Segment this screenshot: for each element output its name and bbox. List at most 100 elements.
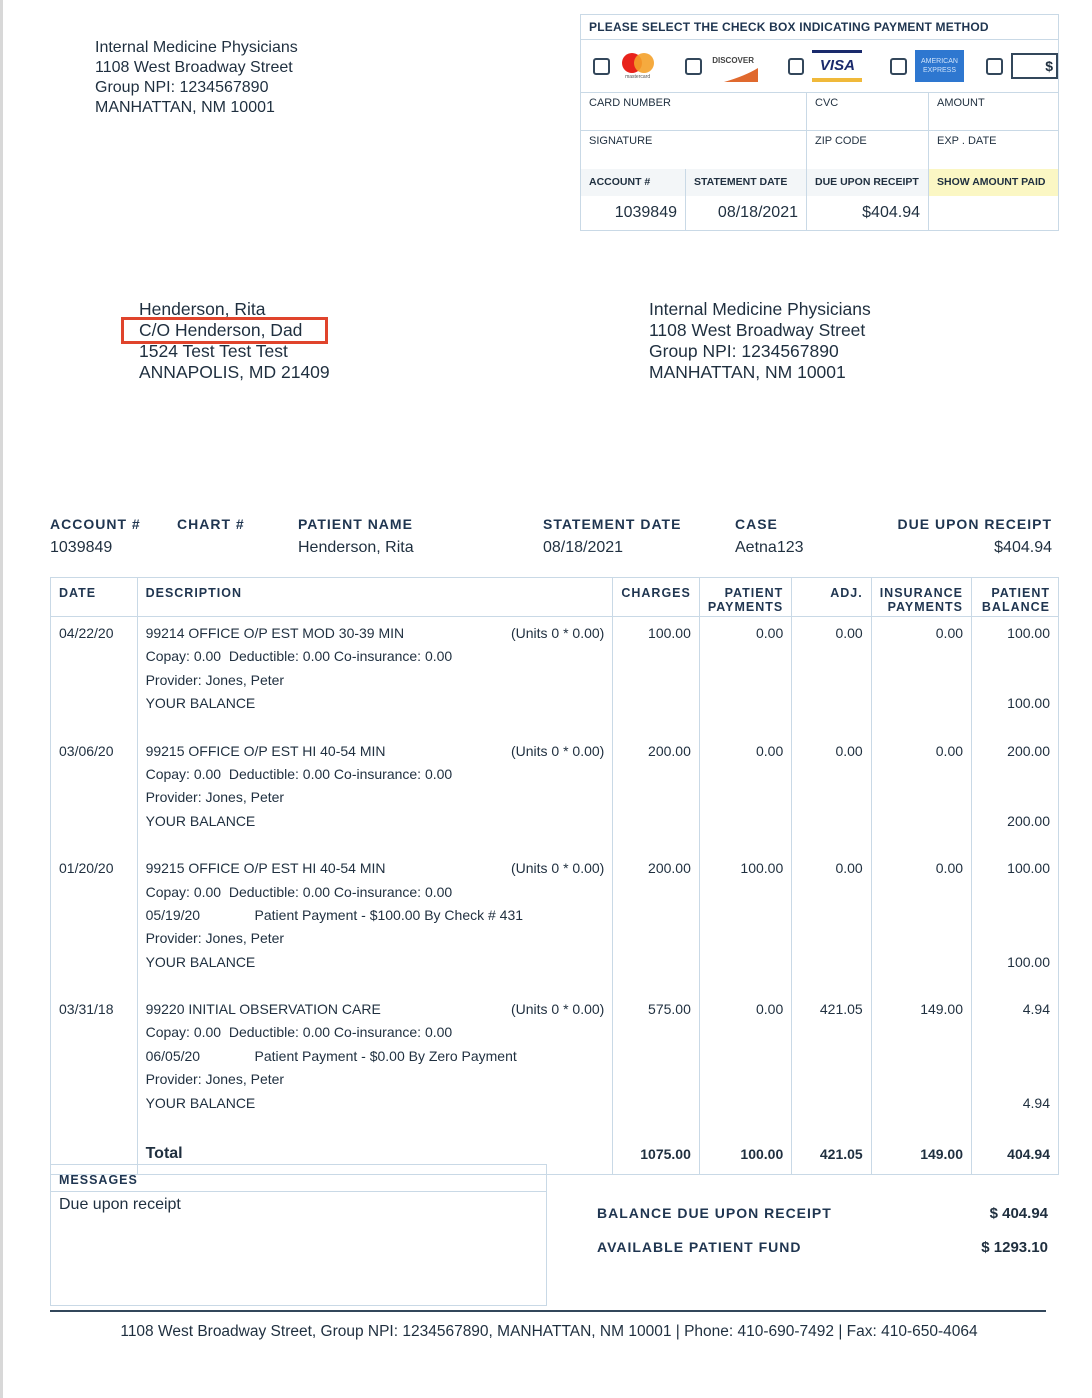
summary-patient-label: PATIENT NAME xyxy=(298,516,413,532)
total-date xyxy=(50,1134,138,1175)
patient-balance: 100.00 xyxy=(1007,860,1050,877)
description-cell: 99215 OFFICE O/P EST HI 40-54 MIN (Units … xyxy=(137,734,614,853)
account-label: ACCOUNT # xyxy=(581,169,686,196)
col-adj: ADJ. xyxy=(791,577,872,617)
account-value: 1039849 xyxy=(581,196,686,230)
adj-cell: 0.00 xyxy=(791,734,872,853)
units: (Units 0 * 0.00) xyxy=(510,742,605,759)
signature-field[interactable]: SIGNATURE xyxy=(581,131,807,169)
procedure: 99214 OFFICE O/P EST MOD 30-39 MIN xyxy=(145,625,405,641)
balance-due-value: $ 404.94 xyxy=(989,1205,1048,1222)
patient-payments-cell: 0.00 xyxy=(699,616,793,735)
insurance-payments-cell: 0.00 xyxy=(871,852,973,994)
patient-fund-value: $ 1293.10 xyxy=(981,1239,1048,1256)
total-adj: 421.05 xyxy=(791,1134,872,1175)
description-line: YOUR BALANCE xyxy=(145,1094,256,1111)
total-patient-balance: 404.94 xyxy=(971,1134,1059,1175)
summary-date-value: 08/18/2021 xyxy=(543,539,624,556)
american-express-icon: AMERICAN EXPRESS xyxy=(915,50,964,82)
your-balance: 100.00 xyxy=(1007,695,1050,712)
patient-fund-label: AVAILABLE PATIENT FUND xyxy=(597,1239,802,1255)
charges-table: DATE DESCRIPTION CHARGES PATIENT PAYMENTS… xyxy=(50,577,1059,1175)
balance-due-label: BALANCE DUE UPON RECEIPT xyxy=(597,1205,832,1221)
remit-name: Internal Medicine Physicians xyxy=(649,299,871,319)
check-icon: $ xyxy=(1010,53,1059,79)
description-line: Copay: 0.00 Deductible: 0.00 Co-insuranc… xyxy=(145,883,453,900)
insurance-payments-cell: 0.00 xyxy=(871,616,973,735)
date-cell: 03/06/20 xyxy=(50,734,138,853)
discover-checkbox[interactable] xyxy=(685,57,703,75)
check-checkbox[interactable] xyxy=(985,57,1003,75)
patient-balance: 4.94 xyxy=(1022,1001,1050,1018)
sender-street: 1108 West Broadway Street xyxy=(95,59,293,76)
exp-date-field[interactable]: EXP . DATE xyxy=(937,135,997,147)
patient-balance: 200.00 xyxy=(1007,742,1050,759)
summary-case-value: Aetna123 xyxy=(735,539,804,556)
insurance-payments-cell: 0.00 xyxy=(871,734,973,853)
statement-date-value: 08/18/2021 xyxy=(686,196,807,230)
amex-checkbox[interactable] xyxy=(890,57,908,75)
sender-address: Internal Medicine Physicians 1108 West B… xyxy=(95,38,298,118)
col-date: DATE xyxy=(50,577,138,617)
card-number-field[interactable]: CARD NUMBER xyxy=(581,93,807,131)
summary-chart-label: CHART # xyxy=(177,516,245,532)
your-balance: 4.94 xyxy=(1022,1094,1050,1111)
description-line: 06/05/20 Patient Payment - $0.00 By Zero… xyxy=(145,1047,517,1064)
amount-paid-field[interactable] xyxy=(929,196,1059,230)
description-line: Provider: Jones, Peter xyxy=(145,1071,285,1088)
description-line: Copay: 0.00 Deductible: 0.00 Co-insuranc… xyxy=(145,648,453,665)
description-cell: 99215 OFFICE O/P EST HI 40-54 MIN (Units … xyxy=(137,852,614,994)
statement-date-label: STATEMENT DATE xyxy=(686,169,807,196)
description-line: Provider: Jones, Peter xyxy=(145,930,285,947)
col-insurance-payments: INSURANCE PAYMENTS xyxy=(871,577,973,617)
patient-balance-cell: 100.00 100.00 xyxy=(971,616,1059,735)
payment-methods: mastercard DISCOVER VISA AMERICAN EXPRES… xyxy=(581,40,1059,93)
total-label: Total xyxy=(137,1134,614,1175)
remit-city: MANHATTAN, NM 10001 xyxy=(649,362,846,382)
table-row: 01/20/20 99215 OFFICE O/P EST HI 40-54 MI… xyxy=(50,852,1059,994)
your-balance: 200.00 xyxy=(1007,812,1050,829)
patient-balance-cell: 100.00 100.00 xyxy=(971,852,1059,994)
amount-field[interactable]: AMOUNT xyxy=(929,93,1059,131)
description-line: Copay: 0.00 Deductible: 0.00 Co-insuranc… xyxy=(145,1024,453,1041)
summary-due-value: $404.94 xyxy=(994,539,1052,556)
patient-balance: 100.00 xyxy=(1007,625,1050,641)
mastercard-icon: mastercard xyxy=(618,52,658,80)
table-row: 03/31/18 99220 INITIAL OBSERVATION CARE (U… xyxy=(50,993,1059,1135)
charges-cell: 200.00 xyxy=(612,852,700,994)
payment-title: PLEASE SELECT THE CHECK BOX INDICATING P… xyxy=(581,15,1058,40)
adj-cell: 0.00 xyxy=(791,852,872,994)
description-cell: 99220 INITIAL OBSERVATION CARE (Units 0 *… xyxy=(137,993,614,1135)
procedure: 99215 OFFICE O/P EST HI 40-54 MIN xyxy=(145,742,386,759)
summary-account-value: 1039849 xyxy=(50,539,113,556)
visa-checkbox[interactable] xyxy=(787,57,805,75)
patient-balance-cell: 200.00 200.00 xyxy=(971,734,1059,853)
recipient-co: C/O Henderson, Dad xyxy=(121,317,328,344)
total-patient-payments: 100.00 xyxy=(699,1134,793,1175)
description-line: YOUR BALANCE xyxy=(145,953,256,970)
cvc-field[interactable]: CVC xyxy=(807,93,929,131)
table-row: 03/06/20 99215 OFFICE O/P EST HI 40-54 MI… xyxy=(50,734,1059,853)
total-row: Total 1075.00 100.00 421.05 149.00 404.94 xyxy=(50,1134,1059,1175)
patient-payments-cell: 0.00 xyxy=(699,734,793,853)
patient-balance-cell: 4.94 4.94 xyxy=(971,993,1059,1135)
summary-date-label: STATEMENT DATE xyxy=(543,516,682,532)
procedure: 99215 OFFICE O/P EST HI 40-54 MIN xyxy=(145,860,386,877)
patient-payments-cell: 100.00 xyxy=(699,852,793,994)
total-insurance-payments: 149.00 xyxy=(871,1134,973,1175)
remit-npi: Group NPI: 1234567890 xyxy=(649,341,839,361)
sender-npi: Group NPI: 1234567890 xyxy=(95,79,269,96)
zip-field[interactable]: ZIP CODE xyxy=(807,131,929,169)
sender-city: MANHATTAN, NM 10001 xyxy=(95,99,275,116)
mastercard-checkbox[interactable] xyxy=(593,57,610,75)
description-line: Provider: Jones, Peter xyxy=(145,789,285,806)
procedure: 99220 INITIAL OBSERVATION CARE xyxy=(145,1001,381,1018)
total-charges: 1075.00 xyxy=(612,1134,700,1175)
remit-street: 1108 West Broadway Street xyxy=(649,320,866,340)
payment-form: PLEASE SELECT THE CHECK BOX INDICATING P… xyxy=(580,14,1059,231)
patient-payments-cell: 0.00 xyxy=(699,993,793,1135)
description-line: Provider: Jones, Peter xyxy=(145,671,285,688)
date-cell: 03/31/18 xyxy=(50,993,138,1135)
footer-text: 1108 West Broadway Street, Group NPI: 12… xyxy=(120,1323,978,1340)
description-cell: 99214 OFFICE O/P EST MOD 30-39 MIN (Units… xyxy=(137,616,614,735)
